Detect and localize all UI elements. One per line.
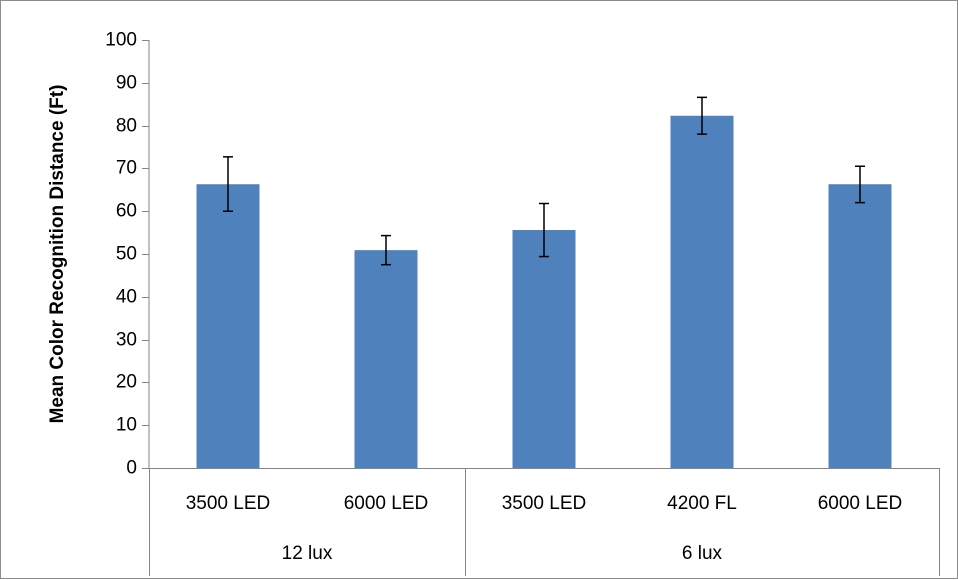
y-tick-label: 30 — [116, 330, 137, 351]
y-tick-label: 10 — [116, 415, 137, 436]
y-tick-label: 100 — [105, 30, 137, 51]
x-tick-label: 4200 FL — [667, 493, 737, 514]
x-group-label: 12 lux — [282, 543, 333, 564]
bar — [354, 250, 418, 468]
x-tick-label: 3500 LED — [186, 493, 271, 514]
y-axis-title: Mean Color Recognition Distance (Ft) — [47, 85, 68, 424]
y-tick-label: 20 — [116, 372, 137, 393]
x-tick-label: 6000 LED — [344, 493, 429, 514]
x-group-label: 6 lux — [682, 543, 723, 564]
plot-area: 0 10 20 30 40 50 60 70 80 90 100 3500 LED 6000 LED 35… — [105, 30, 940, 576]
bar — [196, 184, 260, 468]
bar — [670, 115, 734, 469]
x-tick-label: 6000 LED — [818, 493, 903, 514]
y-tick-label: 70 — [116, 158, 137, 179]
y-tick-label: 40 — [116, 287, 137, 308]
y-tick-label: 50 — [116, 244, 137, 265]
x-tick-label: 3500 LED — [502, 493, 587, 514]
y-tick-label: 60 — [116, 201, 137, 222]
y-tick-label: 90 — [116, 73, 137, 94]
bar — [512, 230, 576, 468]
y-tick-label: 80 — [116, 116, 137, 137]
y-tick-label: 0 — [126, 458, 137, 479]
bar — [828, 184, 892, 468]
